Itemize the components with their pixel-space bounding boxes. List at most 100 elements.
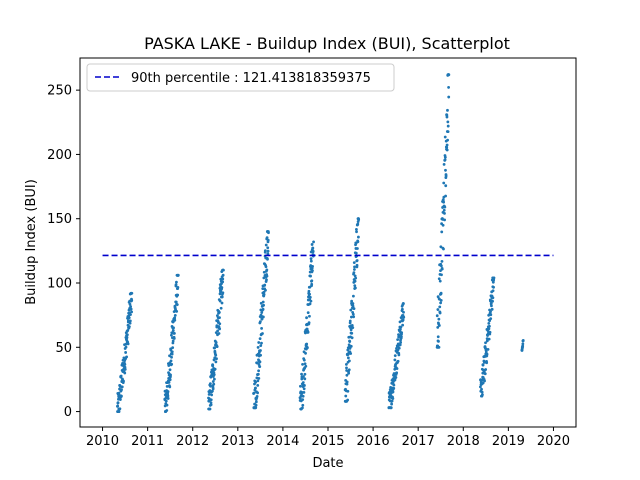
data-point [262, 270, 266, 274]
data-point [264, 243, 268, 247]
data-point [123, 371, 127, 375]
y-tick-label: 250 [47, 84, 72, 99]
data-point [354, 276, 358, 280]
data-point [125, 355, 129, 359]
data-point [265, 268, 269, 272]
data-point [218, 327, 222, 331]
data-point [303, 372, 307, 376]
data-point [261, 300, 265, 304]
data-point [303, 377, 307, 381]
data-point [304, 364, 308, 368]
data-point [492, 276, 496, 280]
data-point [488, 330, 492, 334]
data-point [400, 307, 404, 311]
data-point [484, 368, 488, 371]
data-point [125, 333, 129, 337]
data-point [393, 378, 397, 382]
data-point [440, 230, 444, 234]
x-tick-label: 2013 [221, 434, 254, 449]
data-point [306, 330, 310, 334]
data-point [351, 326, 355, 330]
data-point [209, 384, 212, 388]
data-point [260, 341, 263, 345]
x-tick-label: 2017 [402, 434, 435, 449]
data-point [309, 299, 313, 303]
data-point [310, 282, 314, 286]
data-point [116, 401, 120, 405]
data-point [347, 343, 351, 347]
data-point [265, 236, 269, 240]
data-point [208, 407, 212, 411]
data-point [218, 299, 222, 303]
data-point [437, 339, 440, 343]
data-point [437, 345, 441, 349]
data-point [127, 316, 131, 320]
data-point [346, 389, 350, 393]
data-point [215, 357, 218, 361]
y-axis-label: Buildup Index (BUI) [24, 179, 39, 305]
data-point [352, 315, 356, 319]
data-point [299, 394, 303, 398]
data-point [492, 285, 495, 289]
data-point [491, 296, 495, 300]
data-point [266, 249, 270, 253]
data-point [355, 259, 359, 262]
data-points [116, 73, 525, 413]
data-point [301, 362, 304, 366]
data-point [120, 385, 124, 389]
data-point [256, 383, 260, 387]
data-point [120, 394, 123, 398]
data-point [442, 200, 446, 204]
data-point [170, 355, 173, 359]
data-point [394, 376, 398, 379]
data-point [302, 390, 306, 394]
data-point [262, 303, 265, 307]
data-point [401, 318, 405, 322]
data-point [438, 311, 442, 315]
y-tick-label: 100 [47, 277, 72, 292]
data-point [305, 342, 309, 346]
data-point [168, 368, 172, 372]
data-point [220, 286, 224, 289]
data-point [267, 231, 270, 235]
data-point [349, 352, 353, 355]
data-point [169, 359, 173, 363]
data-point [390, 399, 394, 403]
data-point [436, 335, 440, 339]
data-point [444, 168, 447, 172]
data-point [480, 387, 483, 391]
data-point [356, 240, 360, 244]
data-point [172, 337, 176, 340]
data-point [168, 385, 172, 389]
data-point [212, 382, 216, 386]
data-point [347, 371, 351, 375]
data-point [260, 317, 264, 321]
data-point [352, 271, 356, 274]
data-point [310, 279, 314, 283]
data-point [176, 286, 180, 289]
data-point [299, 384, 302, 388]
data-point [208, 382, 212, 386]
data-point [355, 263, 359, 267]
data-point [438, 279, 442, 283]
x-tick-label: 2011 [131, 434, 164, 449]
data-point [349, 344, 353, 348]
data-point [266, 246, 270, 250]
data-point [348, 346, 352, 350]
data-point [345, 380, 349, 384]
data-point [490, 307, 494, 311]
data-point [344, 362, 348, 366]
data-point [254, 406, 258, 410]
data-point [176, 293, 180, 297]
data-point [254, 403, 258, 407]
data-point [355, 230, 358, 234]
data-point [257, 363, 261, 366]
data-point [214, 360, 218, 364]
data-point [122, 379, 125, 383]
data-point [347, 368, 351, 372]
data-point [116, 404, 120, 408]
data-point [311, 264, 314, 268]
data-point [443, 205, 447, 209]
data-point [125, 335, 129, 339]
data-point [437, 317, 441, 321]
